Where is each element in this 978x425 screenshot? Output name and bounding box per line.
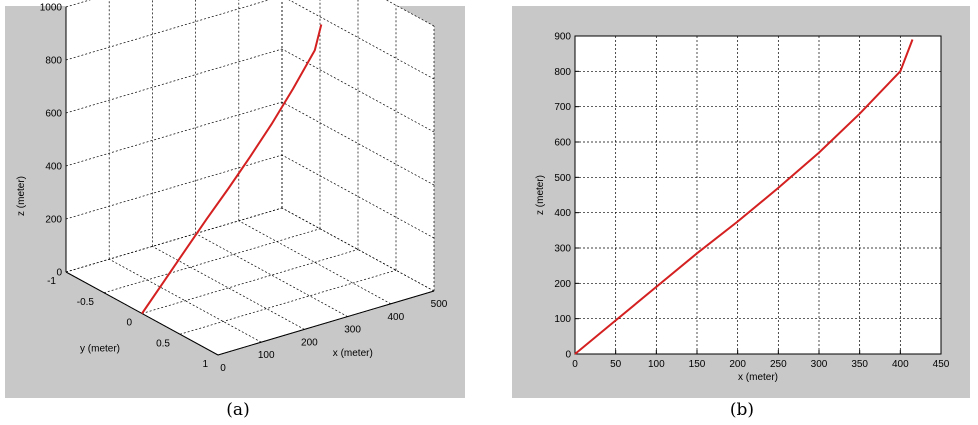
x-tick-label: 400 [892, 359, 909, 370]
grid-wall-right-z [385, 0, 435, 27]
series-line-trajectory-3d [141, 24, 323, 315]
grid-floor-y [103, 228, 321, 294]
x-tick-label: 300 [811, 359, 828, 370]
y-tick-label: -1 [47, 276, 56, 287]
x-tick-label: 400 [387, 312, 404, 323]
grid-wall-right-z [288, 0, 435, 80]
series-line-trajectory [574, 39, 914, 355]
caption-b: (b) [729, 400, 755, 420]
y-tick-label: 500 [554, 173, 571, 184]
z-tick-label: 200 [45, 215, 62, 226]
grid-floor-y [141, 249, 359, 314]
x-tick-label: 50 [610, 359, 622, 370]
y-tick-label: 1 [202, 359, 208, 370]
y-axis-label: y (meter) [80, 344, 120, 355]
x-tick-label: 100 [258, 350, 275, 361]
y-tick-label: 800 [554, 67, 571, 78]
x-tick-label: 150 [689, 359, 706, 370]
x-tick-label: 350 [851, 359, 868, 370]
grid-wall-right-z [281, 101, 435, 186]
z-tick-label: 400 [45, 162, 62, 173]
y-tick-label: 700 [554, 102, 571, 113]
grid-wall-right-z [281, 154, 435, 239]
x-tick-label: 100 [648, 359, 665, 370]
back-left-pane [66, 0, 282, 272]
x-tick-label: 0 [572, 359, 578, 370]
y-tick-label: 0.5 [156, 338, 170, 349]
grid-wall-left-z [65, 207, 283, 273]
y-tick-label: 0 [565, 350, 571, 361]
z-tick-label: 800 [45, 56, 62, 67]
grid-wall-left-z [65, 154, 283, 220]
z-tick-label: 0 [56, 268, 62, 279]
grid-wall-left-z [65, 101, 283, 167]
x-axis-label: x (meter) [738, 372, 778, 383]
caption-a: (a) [226, 400, 250, 420]
grid-floor-x [195, 233, 348, 317]
x-tick-label: 450 [933, 359, 950, 370]
y-tick-label: 400 [554, 208, 571, 219]
grid-floor-y [179, 269, 397, 335]
y-tick-label: 200 [554, 279, 571, 290]
x-tick-label: 0 [220, 363, 226, 374]
x-axis-label: x (meter) [333, 348, 373, 359]
x-tick-label: 250 [770, 359, 787, 370]
grid-wall-right-z [281, 207, 435, 292]
x-tick-label: 200 [729, 359, 746, 370]
grid-wall-left-z [65, 48, 283, 114]
grid-wall-left-z [65, 0, 270, 61]
y-tick-label: 600 [554, 138, 571, 149]
x-axis-line [217, 290, 435, 356]
y-tick-label: -0.5 [77, 297, 95, 308]
z-tick-label: 600 [45, 109, 62, 120]
x-tick-label: 200 [301, 337, 318, 348]
y-tick-label: 100 [554, 314, 571, 325]
grid-floor-x [109, 258, 262, 343]
x-tick-label: 300 [344, 325, 361, 336]
z-axis-label: z (meter) [16, 176, 27, 216]
plot-area-b [574, 35, 942, 355]
y-axis-label: z (meter) [535, 175, 546, 215]
y-tick-label: 0 [126, 318, 132, 329]
z-tick-label: 1000 [40, 3, 63, 14]
grid-floor-x [238, 220, 391, 305]
y-tick-label: 900 [554, 32, 571, 43]
y-tick-label: 300 [554, 244, 571, 255]
x-tick-label: 500 [431, 299, 448, 310]
